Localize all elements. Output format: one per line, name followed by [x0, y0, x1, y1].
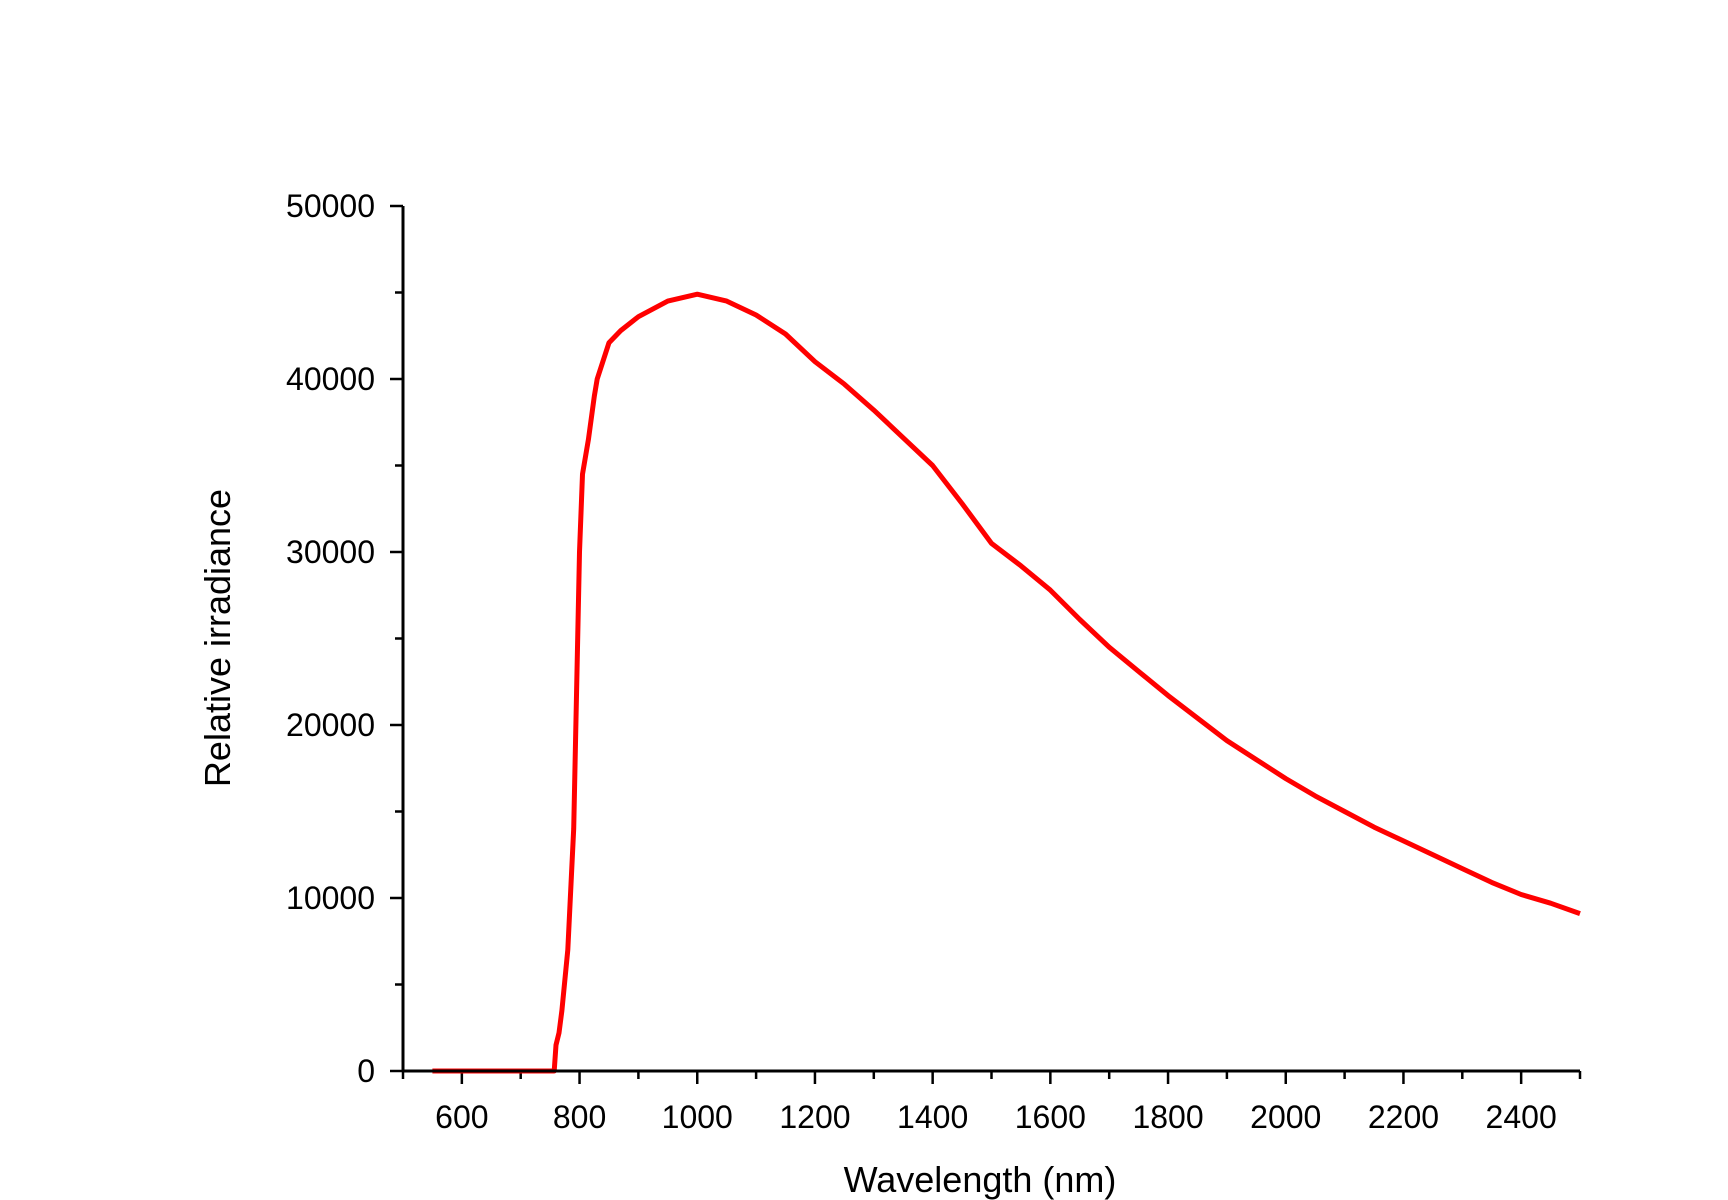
y-tick-label: 30000: [286, 534, 375, 570]
y-tick-label: 40000: [286, 361, 375, 397]
x-tick-label: 2000: [1250, 1099, 1321, 1135]
tick-labels: 600 800 1000 1200 1400 1600 1800 2000 2200 2400 0 1…: [286, 188, 1557, 1135]
x-tick-label: 1200: [779, 1099, 850, 1135]
x-tick-label: 1600: [1015, 1099, 1086, 1135]
x-tick-label: 1800: [1132, 1099, 1203, 1135]
x-tick-label: 800: [553, 1099, 606, 1135]
x-tick-label: 600: [435, 1099, 488, 1135]
series-line: [432, 291, 1581, 1074]
y-tick-label: 10000: [286, 880, 375, 916]
x-tick-label: 2400: [1486, 1099, 1557, 1135]
ticks: [390, 204, 1582, 1084]
x-tick-label: 1000: [662, 1099, 733, 1135]
y-axis-title: Relative irradiance: [197, 489, 238, 787]
x-tick-label: 1400: [897, 1099, 968, 1135]
y-tick-label: 50000: [286, 188, 375, 224]
y-tick-label: 20000: [286, 707, 375, 743]
x-axis-title: Wavelength (nm): [844, 1159, 1117, 1200]
x-tick-label: 2200: [1368, 1099, 1439, 1135]
y-tick-label: 0: [357, 1053, 375, 1089]
